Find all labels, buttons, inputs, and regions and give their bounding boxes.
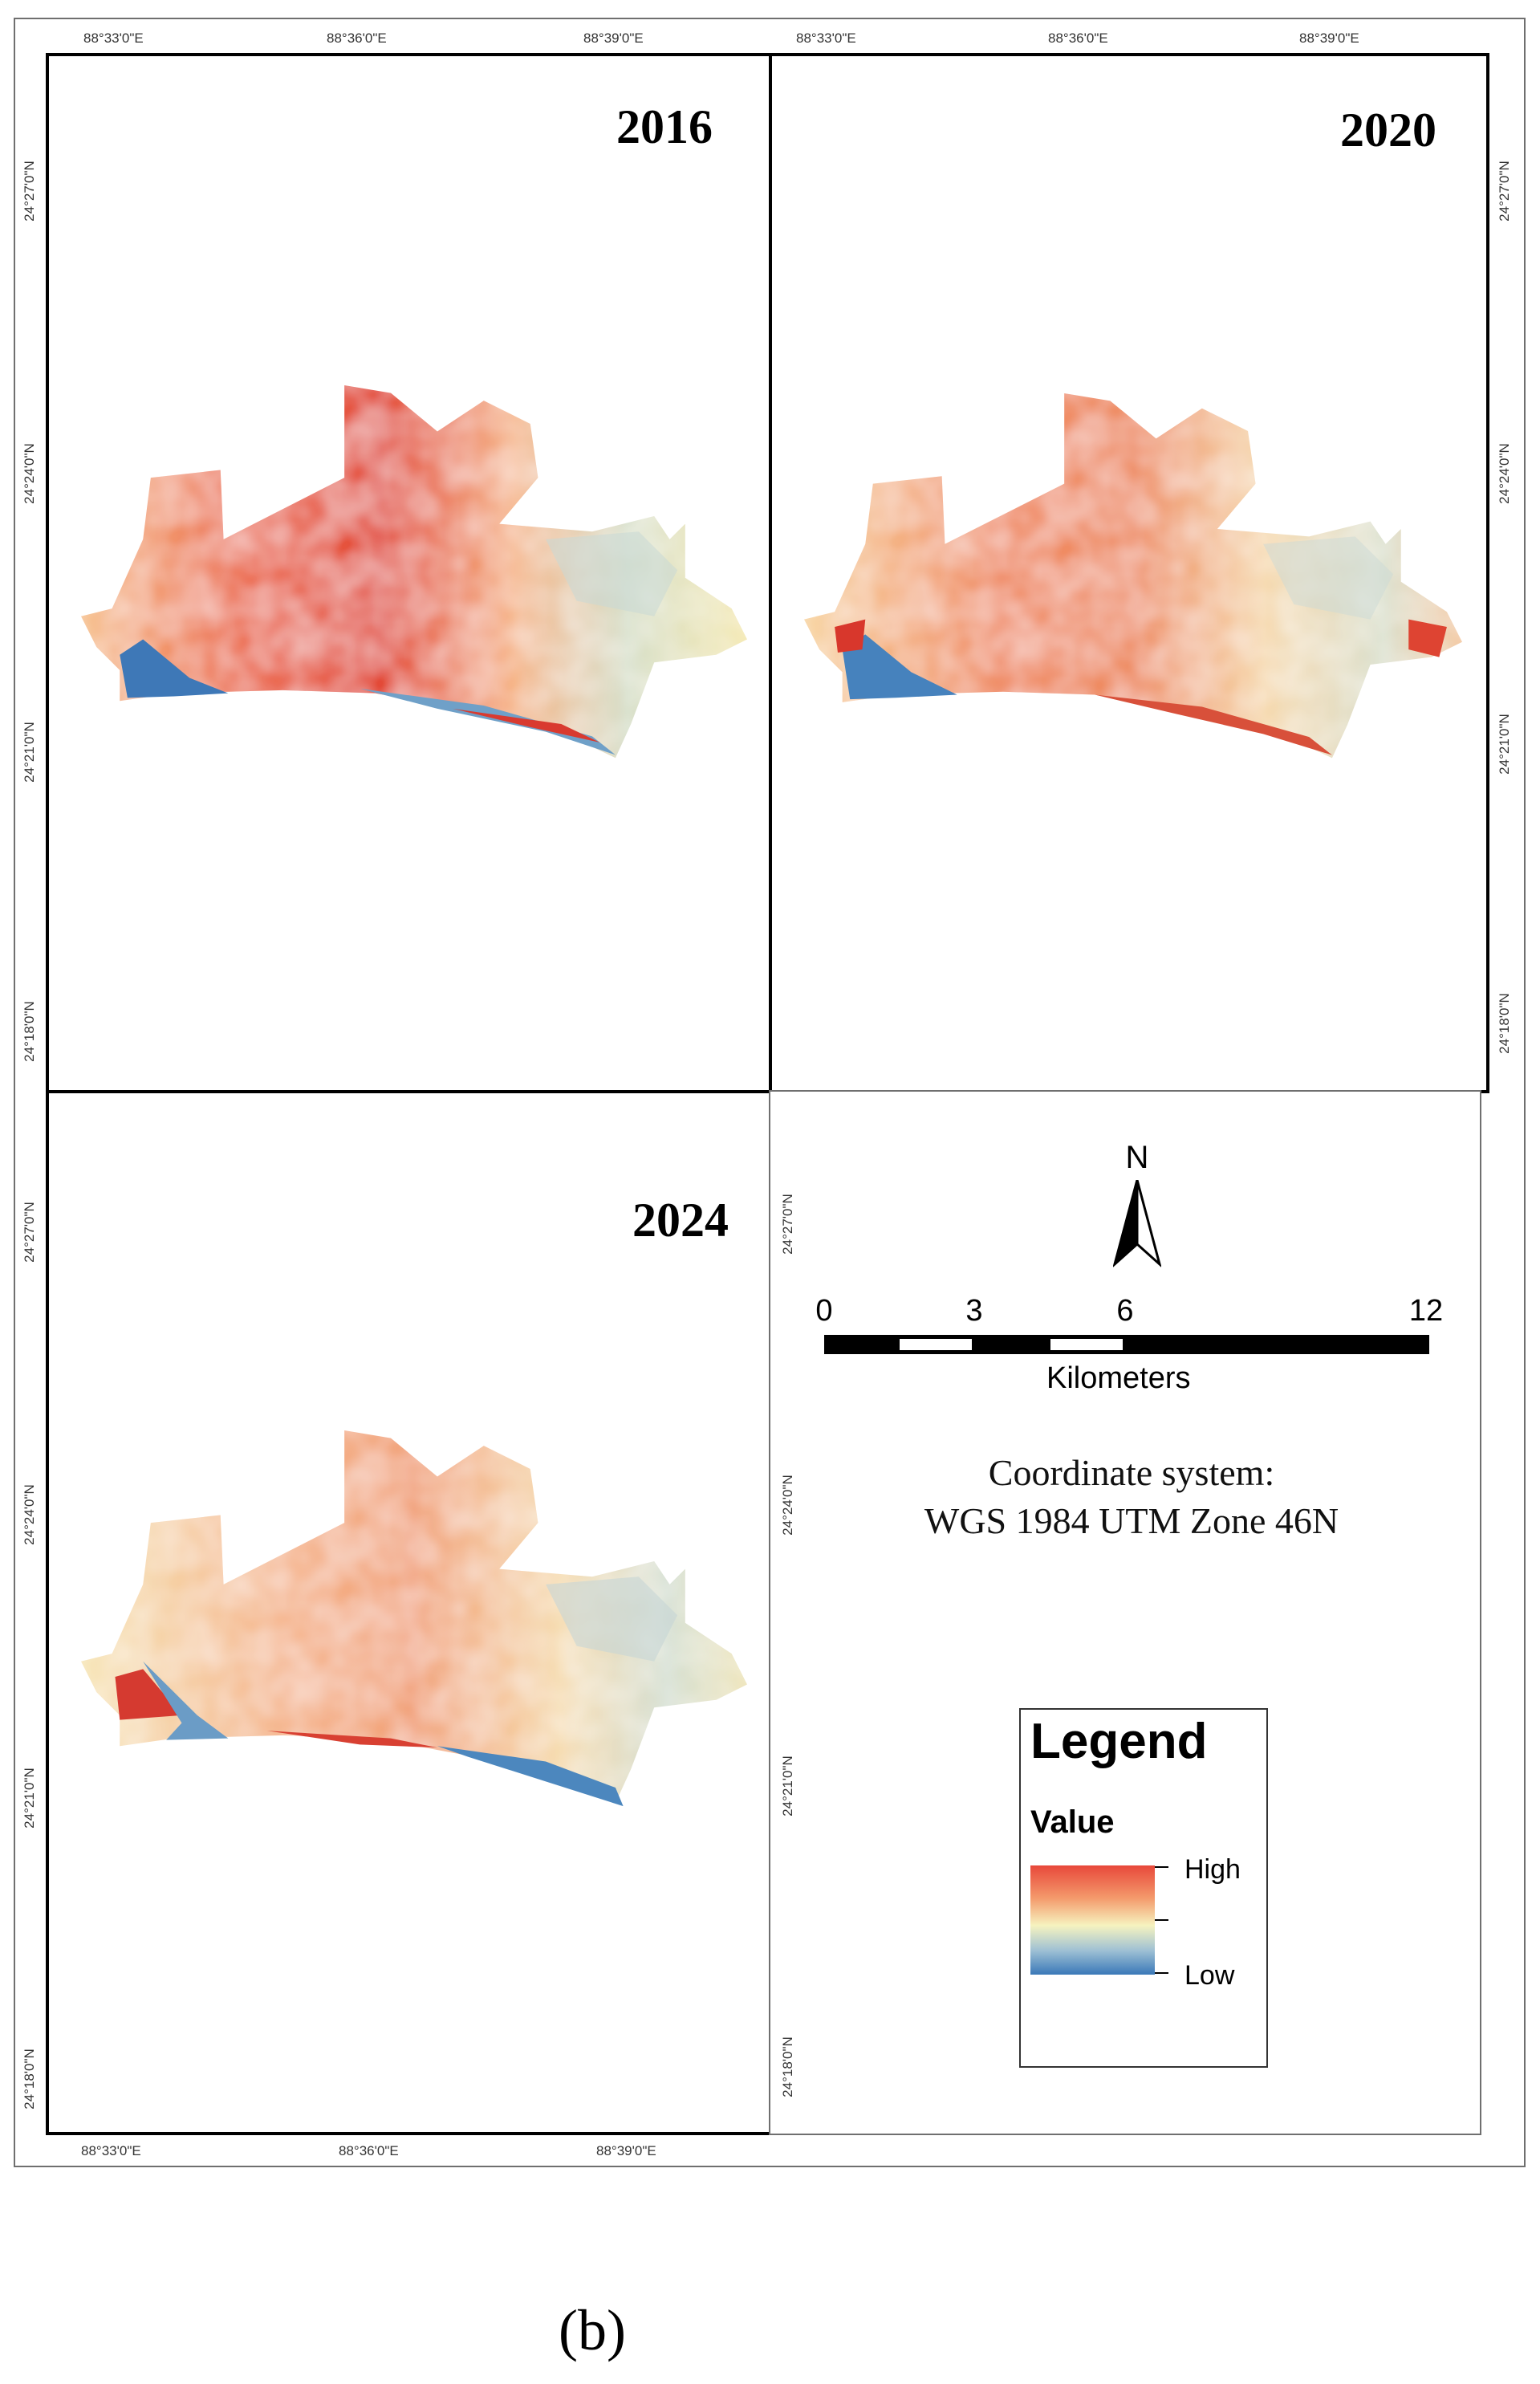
- lon-tick-bottom-1: 88°33'0"E: [81, 2143, 141, 2158]
- year-label-2024: 2024: [632, 1194, 729, 1247]
- lon-tick-top-6: 88°39'0"E: [1299, 31, 1359, 46]
- lon-tick-top-1: 88°33'0"E: [83, 31, 144, 46]
- legend-title: Legend: [1030, 1714, 1208, 1769]
- lon-tick-bottom-2: 88°36'0"E: [339, 2143, 399, 2158]
- hotspot-west-2024: [115, 1669, 182, 1720]
- lon-tick-top-2: 88°36'0"E: [327, 31, 387, 46]
- lon-tick-bottom-3: 88°39'0"E: [596, 2143, 656, 2158]
- lat-tick-right-2: 24°24'0"N: [1497, 443, 1512, 504]
- map-panel-2016: 2016: [46, 53, 772, 1093]
- legend-box: Legend Value High Low: [1019, 1708, 1268, 2068]
- scale-label-3: 3: [965, 1294, 983, 1328]
- lat-tick-left-2: 24°24'0"N: [22, 443, 37, 504]
- scale-label-12: 12: [1408, 1294, 1444, 1328]
- hotspot-strip-2024: [266, 1731, 437, 1748]
- figure-caption: (b): [559, 2298, 626, 2362]
- lon-tick-top-4: 88°33'0"E: [796, 31, 856, 46]
- lat-tick-left-1: 24°27'0"N: [22, 161, 37, 222]
- coordinate-system-line1: Coordinate system:: [988, 1452, 1275, 1493]
- legend-color-ramp: [1030, 1865, 1168, 1975]
- water-body-2020: [842, 634, 957, 700]
- legend-high-label: High: [1184, 1854, 1241, 1885]
- lat-tick-mid-1: 24°27'0"N: [780, 1194, 795, 1255]
- lon-tick-top-5: 88°36'0"E: [1048, 31, 1108, 46]
- lat-tick-left-4: 24°18'0"N: [22, 1001, 37, 1062]
- lat-tick-right-1: 24°27'0"N: [1497, 161, 1512, 222]
- legend-low-label: Low: [1184, 1960, 1235, 1991]
- lat-tick-right-3: 24°21'0"N: [1497, 714, 1512, 775]
- water-body-2016: [120, 639, 229, 698]
- lat-tick-left-5: 24°27'0"N: [22, 1202, 37, 1263]
- north-arrow: N: [1113, 1140, 1177, 1268]
- hotspot-strip-2016: [453, 708, 600, 743]
- year-label-2016: 2016: [616, 100, 713, 153]
- cool-zone-2024: [546, 1576, 678, 1662]
- cool-zone-2016: [546, 531, 678, 616]
- lat-tick-right-4: 24°18'0"N: [1497, 993, 1512, 1054]
- lat-tick-mid-3: 24°21'0"N: [780, 1755, 795, 1816]
- north-arrow-icon: [1113, 1180, 1161, 1267]
- scale-unit: Kilometers: [1046, 1361, 1191, 1395]
- lat-tick-left-3: 24°21'0"N: [22, 722, 37, 783]
- lst-map-2020: [804, 393, 1462, 759]
- map-info-panel: N 0 3 6 12 Kilometers Coordinate system:…: [769, 1090, 1481, 2135]
- lat-tick-left-7: 24°21'0"N: [22, 1768, 37, 1829]
- cool-zone-2020: [1263, 536, 1394, 620]
- scale-label-6: 6: [1116, 1294, 1134, 1328]
- lat-tick-mid-4: 24°18'0"N: [780, 2036, 795, 2097]
- lst-map-2016: [81, 385, 747, 759]
- scale-bar: [824, 1335, 1429, 1354]
- water-edge-2024: [143, 1661, 229, 1740]
- lon-tick-top-3: 88°39'0"E: [583, 31, 644, 46]
- scale-label-0: 0: [815, 1294, 833, 1328]
- coordinate-system-line2: WGS 1984 UTM Zone 46N: [924, 1500, 1339, 1541]
- map-panel-2020: 2020: [769, 53, 1489, 1093]
- north-label: N: [1125, 1140, 1149, 1175]
- hotspot-west-2020: [835, 619, 866, 653]
- legend-field: Value: [1030, 1804, 1115, 1840]
- lat-tick-left-6: 24°24'0"N: [22, 1484, 37, 1545]
- year-label-2020: 2020: [1340, 104, 1436, 157]
- map-panel-2024: 2024: [46, 1090, 772, 2135]
- lst-map-2024: [81, 1430, 747, 1807]
- lat-tick-mid-2: 24°24'0"N: [780, 1475, 795, 1536]
- lat-tick-left-8: 24°18'0"N: [22, 2048, 37, 2109]
- map-layout-frame: [14, 18, 1526, 2167]
- hotspot-east-2020: [1408, 619, 1447, 657]
- riverbank-strip-2024: [437, 1746, 624, 1807]
